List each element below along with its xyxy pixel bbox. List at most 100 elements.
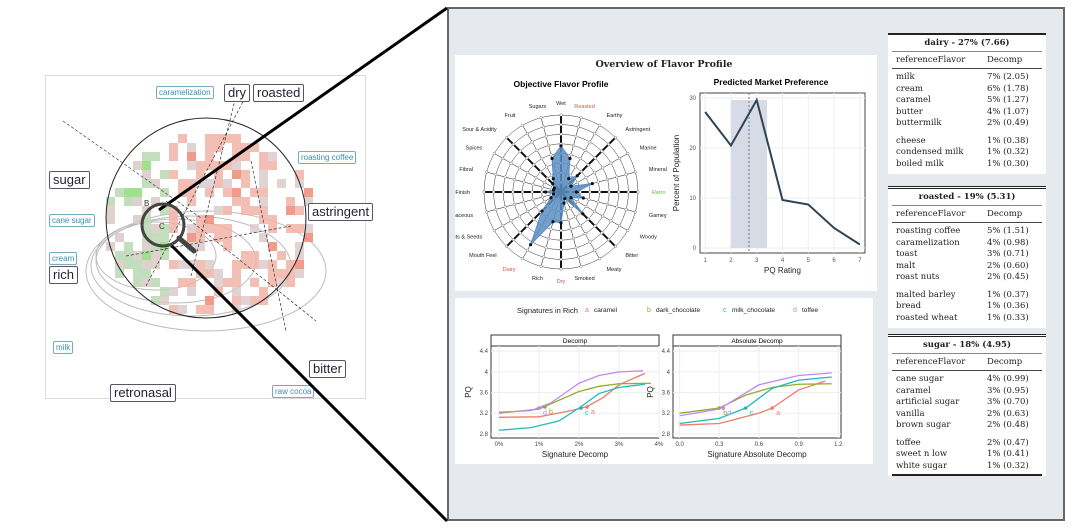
heat-cell bbox=[259, 152, 268, 161]
heat-cell bbox=[160, 206, 169, 215]
heat-cell bbox=[142, 224, 151, 233]
table-row: roast nuts 2% (0.45) bbox=[892, 272, 1042, 284]
radar-axis-label: Meaty bbox=[607, 267, 622, 273]
reference-flavor: cheese bbox=[896, 135, 926, 146]
heat-cell bbox=[169, 260, 178, 269]
heat-cell bbox=[268, 161, 277, 170]
heat-cell bbox=[268, 242, 277, 251]
decomp-value: 2% (0.63) bbox=[987, 408, 1029, 419]
heat-cell bbox=[160, 188, 169, 197]
heat-cell bbox=[160, 170, 169, 179]
heat-cell bbox=[232, 197, 241, 206]
flavor-label-dry: dry bbox=[224, 84, 251, 102]
radar-node bbox=[503, 205, 507, 209]
radar-node bbox=[492, 190, 496, 194]
radar-axis-label: Gamey bbox=[649, 213, 667, 219]
heat-cell bbox=[151, 233, 160, 242]
flavor-map: B C dry roasted sugar astringent rich bitter re… bbox=[45, 75, 374, 402]
radar-node bbox=[559, 123, 563, 127]
radar-node bbox=[531, 197, 535, 201]
heat-cell bbox=[205, 188, 214, 197]
heat-cell bbox=[115, 188, 124, 197]
reference-flavor: white sugar bbox=[896, 460, 948, 471]
column-header: referenceFlavor bbox=[896, 357, 966, 367]
heat-cell bbox=[205, 224, 214, 233]
heat-cell bbox=[277, 269, 286, 278]
radar-node bbox=[593, 132, 597, 136]
radar-node bbox=[605, 202, 609, 206]
radar-node bbox=[526, 209, 530, 213]
heat-cell bbox=[241, 296, 250, 305]
heat-cell bbox=[205, 215, 214, 224]
table-row: artificial sugar 3% (0.70) bbox=[892, 397, 1042, 409]
heat-cell bbox=[268, 224, 277, 233]
heat-cell bbox=[169, 224, 178, 233]
radar-node bbox=[522, 200, 526, 204]
flavor-axis bbox=[62, 120, 202, 219]
radar-node bbox=[617, 190, 621, 194]
heat-cell bbox=[196, 233, 205, 242]
radar-node bbox=[597, 257, 601, 261]
x-tick-label: 2 bbox=[729, 258, 733, 264]
table-row: bread 1% (0.36) bbox=[892, 301, 1042, 313]
radar-node bbox=[509, 219, 513, 223]
heat-cell bbox=[151, 296, 160, 305]
heat-cell bbox=[268, 215, 277, 224]
heat-cell bbox=[133, 215, 142, 224]
heat-cell bbox=[142, 242, 151, 251]
radar-node bbox=[505, 244, 509, 248]
heat-cell bbox=[205, 260, 214, 269]
legend-item-caramel: caramel bbox=[594, 307, 618, 314]
heat-cell bbox=[214, 278, 223, 287]
series-line-milk_chocolate bbox=[679, 376, 832, 425]
heat-cell bbox=[160, 251, 169, 260]
reference-flavor: malted barley bbox=[896, 289, 956, 300]
column-header: Decomp bbox=[987, 55, 1023, 65]
heat-cell bbox=[142, 269, 151, 278]
radar-node bbox=[531, 183, 535, 187]
series-marker-label: b bbox=[723, 410, 727, 417]
series-marker-caramel bbox=[770, 406, 775, 410]
radar-node bbox=[597, 123, 601, 127]
radar-node bbox=[569, 207, 573, 211]
table-section: roasted - 19% (5.31) referenceFlavor Decom… bbox=[888, 189, 1046, 328]
radar-node bbox=[542, 255, 546, 259]
reference-flavor: roasting coffee bbox=[896, 226, 961, 236]
table-row: malted barley 1% (0.37) bbox=[892, 290, 1042, 302]
heat-cell bbox=[259, 206, 268, 215]
heat-cell bbox=[133, 161, 142, 170]
radar-axis-label: Bitter bbox=[625, 253, 638, 259]
y-axis-label: Percent of Population bbox=[672, 135, 681, 212]
radar-node bbox=[513, 202, 517, 206]
decomp-value: 6% (1.78) bbox=[987, 83, 1029, 94]
radar-node bbox=[525, 132, 529, 136]
radar-node bbox=[584, 176, 588, 180]
heat-cell bbox=[223, 206, 232, 215]
reference-flavor: buttermilk bbox=[896, 118, 942, 128]
series-marker-label: d bbox=[727, 410, 731, 417]
y-tick-label: 3.2 bbox=[662, 411, 671, 417]
reference-flavor: bread bbox=[896, 301, 922, 311]
radar-point bbox=[567, 177, 571, 181]
radar-point bbox=[551, 220, 555, 224]
radar-node bbox=[532, 163, 536, 167]
radar-node bbox=[617, 224, 621, 228]
table-row: malt 2% (0.60) bbox=[892, 261, 1042, 273]
table-row: vanilla 2% (0.63) bbox=[892, 409, 1042, 421]
radar-node bbox=[542, 200, 546, 204]
heat-cell bbox=[214, 170, 223, 179]
radar-node bbox=[569, 227, 573, 231]
heat-cell bbox=[124, 260, 133, 269]
reference-label: cream bbox=[49, 252, 78, 265]
radar-axis-label: Sour & Acidity bbox=[462, 127, 496, 133]
radar-node bbox=[624, 173, 628, 177]
heat-cell bbox=[214, 179, 223, 188]
heat-cell bbox=[286, 224, 295, 233]
radar-node bbox=[583, 148, 587, 152]
heat-cell bbox=[232, 170, 241, 179]
heat-cell bbox=[286, 269, 295, 278]
radar-node bbox=[578, 157, 582, 161]
heat-cell bbox=[295, 269, 304, 278]
radar-point bbox=[575, 174, 579, 178]
radar-node bbox=[573, 165, 577, 169]
